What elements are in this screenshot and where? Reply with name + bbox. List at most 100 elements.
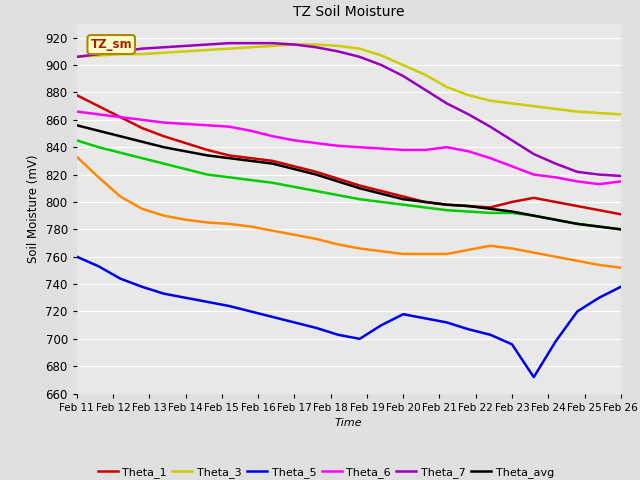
- Theta_avg: [378, 191, 385, 197]
- Theta_7: [421, 87, 429, 93]
- Theta_avg: [116, 133, 124, 139]
- Theta_2: [269, 228, 276, 234]
- Theta_7: [247, 40, 255, 46]
- Theta_avg: [182, 148, 189, 154]
- Theta_4: [204, 172, 211, 178]
- Theta_1: [356, 183, 364, 189]
- Theta_5: [291, 320, 298, 325]
- Theta_6: [552, 174, 559, 180]
- Theta_5: [334, 332, 342, 337]
- Theta_4: [421, 204, 429, 210]
- Theta_avg: [530, 213, 538, 218]
- Theta_4: [138, 155, 146, 161]
- Theta_3: [204, 47, 211, 53]
- Theta_1: [160, 133, 168, 139]
- Theta_avg: [138, 139, 146, 144]
- Line: Theta_avg: Theta_avg: [77, 125, 621, 229]
- Theta_3: [95, 53, 102, 59]
- Theta_2: [73, 154, 81, 160]
- Theta_1: [73, 92, 81, 98]
- Line: Theta_7: Theta_7: [77, 43, 621, 176]
- Line: Theta_2: Theta_2: [77, 157, 621, 268]
- Theta_5: [95, 264, 102, 269]
- Theta_1: [530, 195, 538, 201]
- Theta_7: [225, 40, 233, 46]
- Theta_2: [204, 220, 211, 226]
- Theta_4: [378, 199, 385, 205]
- Theta_6: [530, 172, 538, 178]
- Theta_avg: [421, 199, 429, 205]
- Theta_5: [225, 303, 233, 309]
- Theta_4: [356, 196, 364, 202]
- Theta_3: [312, 42, 320, 48]
- Theta_7: [595, 172, 603, 178]
- Theta_6: [312, 140, 320, 146]
- Theta_1: [552, 199, 559, 205]
- Theta_7: [530, 151, 538, 157]
- Theta_2: [399, 251, 407, 257]
- Theta_6: [595, 181, 603, 187]
- Theta_2: [116, 193, 124, 199]
- Theta_avg: [95, 128, 102, 133]
- Theta_7: [204, 42, 211, 48]
- Theta_3: [595, 110, 603, 116]
- Theta_avg: [399, 196, 407, 202]
- Theta_1: [312, 169, 320, 175]
- Theta_5: [443, 320, 451, 325]
- Theta_7: [508, 137, 516, 143]
- Theta_4: [334, 192, 342, 198]
- Theta_2: [595, 262, 603, 268]
- Theta_4: [291, 184, 298, 190]
- Theta_4: [95, 144, 102, 150]
- Theta_4: [443, 207, 451, 213]
- Theta_6: [573, 179, 581, 184]
- Theta_3: [160, 50, 168, 56]
- Theta_avg: [247, 158, 255, 164]
- Theta_3: [465, 92, 472, 98]
- Theta_5: [160, 291, 168, 297]
- Theta_5: [486, 332, 494, 337]
- Theta_1: [269, 158, 276, 164]
- Theta_6: [95, 111, 102, 117]
- Theta_1: [138, 125, 146, 131]
- Theta_6: [334, 143, 342, 149]
- Theta_5: [508, 341, 516, 347]
- Theta_6: [356, 144, 364, 150]
- Theta_avg: [73, 122, 81, 128]
- Theta_2: [334, 241, 342, 247]
- Theta_5: [378, 322, 385, 328]
- Theta_3: [378, 53, 385, 59]
- Theta_7: [182, 43, 189, 49]
- Theta_2: [247, 224, 255, 229]
- Theta_7: [73, 54, 81, 60]
- Theta_7: [465, 111, 472, 117]
- Theta_1: [182, 140, 189, 146]
- Theta_avg: [312, 172, 320, 178]
- Theta_5: [356, 336, 364, 342]
- Theta_6: [378, 146, 385, 152]
- Theta_avg: [160, 144, 168, 150]
- Theta_2: [312, 236, 320, 242]
- Theta_1: [486, 204, 494, 210]
- Theta_2: [138, 206, 146, 212]
- Theta_1: [291, 164, 298, 169]
- Theta_2: [443, 251, 451, 257]
- Theta_2: [225, 221, 233, 227]
- Theta_2: [95, 174, 102, 180]
- Theta_6: [465, 148, 472, 154]
- Theta_3: [552, 106, 559, 112]
- Theta_3: [573, 109, 581, 115]
- Theta_avg: [443, 202, 451, 207]
- Theta_6: [204, 122, 211, 128]
- Theta_7: [95, 51, 102, 57]
- Theta_1: [617, 211, 625, 217]
- Theta_2: [617, 265, 625, 271]
- Theta_4: [552, 217, 559, 223]
- Theta_2: [508, 246, 516, 252]
- Theta_2: [530, 250, 538, 255]
- Theta_4: [247, 177, 255, 183]
- Text: TZ_sm: TZ_sm: [90, 38, 132, 51]
- Theta_6: [160, 120, 168, 125]
- Theta_2: [378, 248, 385, 254]
- Theta_1: [443, 202, 451, 207]
